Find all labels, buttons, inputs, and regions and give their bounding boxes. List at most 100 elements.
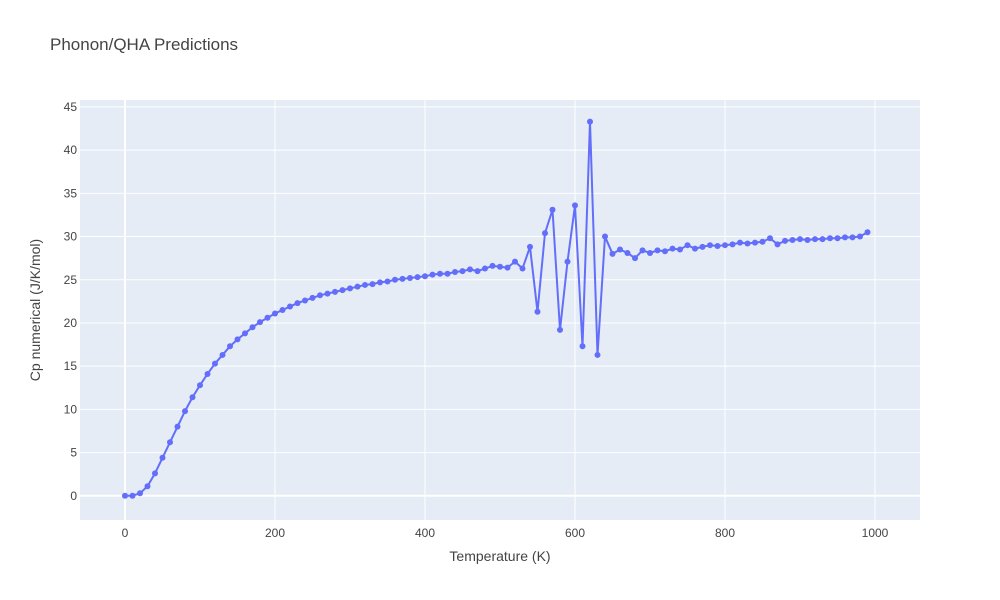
data-point bbox=[632, 255, 638, 262]
y-tick-label: 40 bbox=[64, 143, 78, 157]
data-point bbox=[842, 234, 848, 241]
data-point bbox=[512, 258, 518, 265]
data-point bbox=[234, 336, 241, 343]
data-point bbox=[707, 242, 713, 249]
data-point bbox=[639, 247, 646, 254]
y-tick-label: 5 bbox=[70, 446, 77, 460]
data-point bbox=[819, 236, 826, 243]
y-tick-label: 35 bbox=[64, 186, 78, 200]
x-tick-label: 200 bbox=[265, 526, 285, 540]
data-point bbox=[339, 287, 346, 294]
data-point bbox=[167, 439, 173, 446]
data-point bbox=[677, 246, 683, 253]
data-point bbox=[572, 202, 578, 209]
data-point bbox=[197, 382, 203, 389]
data-point bbox=[399, 275, 406, 282]
data-point bbox=[549, 206, 556, 213]
data-point bbox=[804, 237, 811, 243]
data-point bbox=[782, 237, 788, 244]
data-point bbox=[504, 264, 511, 271]
data-point bbox=[249, 324, 256, 331]
series-layer bbox=[122, 118, 871, 499]
data-point bbox=[654, 247, 661, 254]
data-point bbox=[767, 235, 773, 242]
data-point bbox=[174, 423, 181, 430]
data-point bbox=[669, 245, 676, 252]
data-point bbox=[204, 370, 211, 377]
data-point bbox=[684, 242, 691, 249]
x-tick-label: 400 bbox=[415, 526, 435, 540]
data-point bbox=[309, 294, 316, 301]
plot-area bbox=[80, 100, 920, 520]
x-axis-label: Temperature (K) bbox=[449, 548, 550, 564]
data-point bbox=[144, 483, 151, 490]
data-point bbox=[384, 278, 391, 285]
data-point bbox=[744, 240, 751, 247]
data-point bbox=[429, 271, 436, 278]
data-point bbox=[557, 326, 563, 333]
data-point bbox=[849, 234, 856, 241]
data-point bbox=[459, 268, 466, 275]
data-point bbox=[257, 319, 263, 326]
data-point bbox=[864, 229, 871, 236]
data-point bbox=[287, 303, 293, 310]
data-point bbox=[437, 270, 443, 277]
y-tick-label: 30 bbox=[64, 230, 78, 244]
data-point bbox=[369, 281, 376, 288]
data-point bbox=[594, 351, 601, 358]
data-point bbox=[414, 274, 421, 281]
data-point bbox=[759, 238, 766, 245]
data-point bbox=[362, 281, 368, 288]
data-point bbox=[729, 241, 736, 248]
chart-title: Phonon/QHA Predictions bbox=[50, 35, 238, 54]
data-point bbox=[212, 360, 218, 367]
data-point bbox=[752, 239, 758, 246]
y-gridlines bbox=[80, 106, 920, 497]
y-tick-label: 45 bbox=[64, 100, 78, 114]
data-point bbox=[452, 268, 458, 275]
data-point bbox=[189, 394, 196, 401]
data-point bbox=[737, 239, 743, 246]
data-point bbox=[294, 300, 301, 307]
x-tick-label: 800 bbox=[715, 526, 735, 540]
data-point bbox=[647, 249, 653, 256]
data-point bbox=[137, 490, 143, 497]
data-point bbox=[527, 243, 533, 250]
data-point bbox=[617, 246, 623, 253]
y-tick-label: 15 bbox=[64, 359, 78, 373]
data-point bbox=[129, 492, 136, 499]
y-tick-labels: 0 5 10 15 20 25 30 35 40 45 bbox=[64, 100, 78, 503]
x-tick-labels: 0 200 400 600 800 1000 bbox=[122, 526, 889, 540]
data-point bbox=[302, 297, 308, 304]
data-point bbox=[519, 265, 526, 272]
data-point bbox=[497, 263, 503, 270]
data-point bbox=[474, 268, 481, 275]
data-point bbox=[279, 307, 286, 313]
data-point bbox=[827, 235, 833, 242]
data-point bbox=[324, 290, 331, 297]
y-tick-label: 0 bbox=[70, 489, 77, 503]
series-line bbox=[125, 120, 868, 497]
data-point bbox=[797, 236, 803, 243]
data-point bbox=[219, 351, 226, 358]
data-point bbox=[834, 235, 841, 242]
data-point bbox=[812, 236, 818, 243]
data-point bbox=[692, 245, 698, 252]
data-point bbox=[699, 243, 706, 250]
data-point bbox=[354, 283, 361, 290]
data-point bbox=[774, 241, 781, 248]
data-point bbox=[422, 273, 428, 280]
y-tick-label: 25 bbox=[64, 273, 78, 287]
data-point bbox=[587, 118, 593, 125]
data-point bbox=[857, 233, 863, 240]
data-point bbox=[602, 233, 608, 240]
data-point bbox=[159, 454, 166, 461]
x-tick-label: 0 bbox=[122, 526, 129, 540]
data-point bbox=[722, 242, 728, 249]
data-point bbox=[482, 265, 488, 272]
data-point bbox=[347, 285, 353, 292]
x-tick-label: 600 bbox=[565, 526, 585, 540]
data-point bbox=[332, 288, 338, 295]
x-gridlines bbox=[124, 100, 876, 520]
